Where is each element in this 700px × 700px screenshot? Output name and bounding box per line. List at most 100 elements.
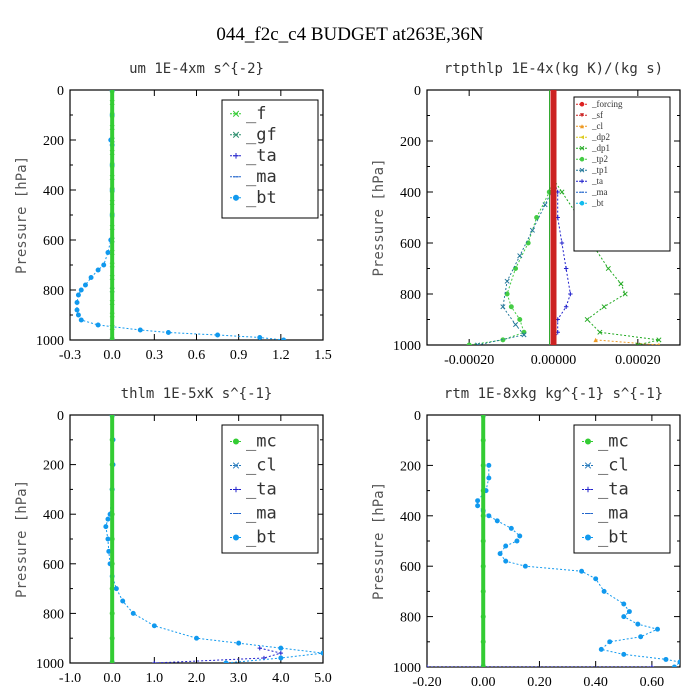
- data-point: [475, 503, 481, 509]
- series-ta: [427, 664, 655, 667]
- data-point: [597, 329, 603, 335]
- data-point: [529, 227, 535, 233]
- series-line: [105, 415, 323, 663]
- data-point: [503, 558, 509, 564]
- x-tick-label: 5.0: [314, 671, 332, 686]
- x-tick-label: 1.0: [146, 671, 164, 686]
- panels: um 1E-4xm s^{-2} Pressure [hPa] 0 200 400 600…: [14, 61, 681, 690]
- data-point: [82, 282, 88, 288]
- x-tick-label: 0.00: [471, 675, 496, 690]
- data-point: [525, 240, 531, 246]
- data-point: [257, 645, 262, 651]
- data-point: [508, 525, 514, 531]
- data-point: [559, 240, 565, 246]
- legend-label: _ma: [591, 187, 608, 197]
- legend-marker: [579, 101, 585, 107]
- y-tick-label: 800: [43, 284, 64, 299]
- data-point: [663, 656, 669, 662]
- legend-marker: [579, 156, 585, 162]
- y-tick-label: 600: [43, 558, 64, 573]
- data-point: [568, 291, 573, 297]
- data-point: [278, 645, 284, 651]
- data-point: [514, 538, 520, 544]
- chart-panel-3: thlm 1E-5xK s^{-1} Pressure [hPa] 0 200 400 6…: [14, 386, 332, 686]
- data-point: [601, 304, 607, 310]
- legend-label: _gf: [246, 125, 277, 145]
- y-tick-label: 0: [414, 84, 421, 99]
- data-point: [657, 342, 661, 345]
- legend-marker: [232, 438, 240, 445]
- y-tick-label: 600: [400, 560, 421, 575]
- y-axis-label: Pressure [hPa]: [371, 482, 387, 600]
- legend-label: _cl: [598, 456, 629, 476]
- legend-label: _ta: [246, 480, 277, 500]
- legend: _f_gf_ta_ma_bt: [221, 99, 319, 219]
- legend-marker: [579, 200, 585, 206]
- data-point: [152, 660, 157, 663]
- data-point: [677, 659, 680, 665]
- x-tick-label: 0.0: [103, 671, 121, 686]
- y-tick-label: 800: [400, 288, 421, 303]
- y-tick-label: 1000: [36, 657, 64, 672]
- x-tick-label: -0.20: [412, 675, 441, 690]
- data-point: [671, 664, 677, 667]
- data-point: [103, 524, 109, 530]
- data-point: [494, 518, 500, 524]
- legend-label: _bt: [591, 198, 604, 208]
- x-tick-label: 0.0: [103, 348, 121, 363]
- x-tick-label: 2.0: [188, 671, 206, 686]
- legend-marker: [579, 167, 585, 173]
- data-point: [503, 543, 509, 549]
- y-tick-label: 200: [400, 459, 421, 474]
- data-point: [593, 576, 599, 582]
- data-point: [621, 601, 627, 607]
- data-point: [223, 660, 229, 663]
- legend-label: _bt: [598, 528, 629, 548]
- data-point: [622, 291, 628, 297]
- data-point: [78, 287, 84, 293]
- chart-title: um 1E-4xm s^{-2}: [129, 61, 264, 77]
- legend-marker: [580, 135, 584, 140]
- plot-frame: [69, 89, 324, 341]
- legend-marker: [580, 179, 584, 184]
- y-tick-label: 0: [57, 84, 64, 99]
- data-point: [113, 586, 119, 592]
- x-tick-label: 0.60: [640, 675, 665, 690]
- x-tick-label: -1.0: [59, 671, 81, 686]
- data-point: [500, 304, 506, 310]
- x-tick-label: 0.40: [583, 675, 608, 690]
- series-line: [595, 339, 659, 345]
- x-tick-label: -0.00020: [444, 353, 494, 368]
- legend: _forcing_sf_cl_dp2_dp1_tp2_tp1_ta_ma_bt: [573, 96, 671, 252]
- data-point: [236, 640, 242, 646]
- data-point: [521, 332, 527, 338]
- data-point: [95, 267, 101, 273]
- chart-panel-4: rtm 1E-8xkg kg^{-1} s^{-1} Pressure [hPa]…: [371, 386, 681, 690]
- legend-label: _bt: [246, 528, 277, 548]
- legend-marker: [232, 534, 240, 541]
- series-cl: [593, 337, 661, 345]
- data-point: [601, 588, 607, 594]
- data-point: [95, 322, 101, 328]
- legend-label: _cl: [246, 456, 277, 476]
- data-point: [593, 337, 598, 343]
- data-point: [130, 610, 136, 616]
- y-tick-label: 400: [400, 186, 421, 201]
- legend-label: _ma: [246, 167, 277, 187]
- y-tick-label: 200: [43, 134, 64, 149]
- data-point: [621, 651, 627, 657]
- data-point: [78, 317, 84, 323]
- x-tick-label: -0.3: [59, 348, 81, 363]
- data-point: [475, 498, 481, 504]
- data-point: [497, 551, 503, 557]
- x-tick-label: 3.0: [230, 671, 248, 686]
- data-point: [513, 266, 519, 271]
- data-point: [584, 316, 590, 323]
- data-point: [517, 253, 523, 259]
- series-line: [154, 647, 283, 663]
- y-tick-label: 1000: [393, 661, 421, 676]
- data-point: [486, 475, 492, 481]
- data-point: [638, 634, 644, 640]
- legend-box: [573, 96, 671, 252]
